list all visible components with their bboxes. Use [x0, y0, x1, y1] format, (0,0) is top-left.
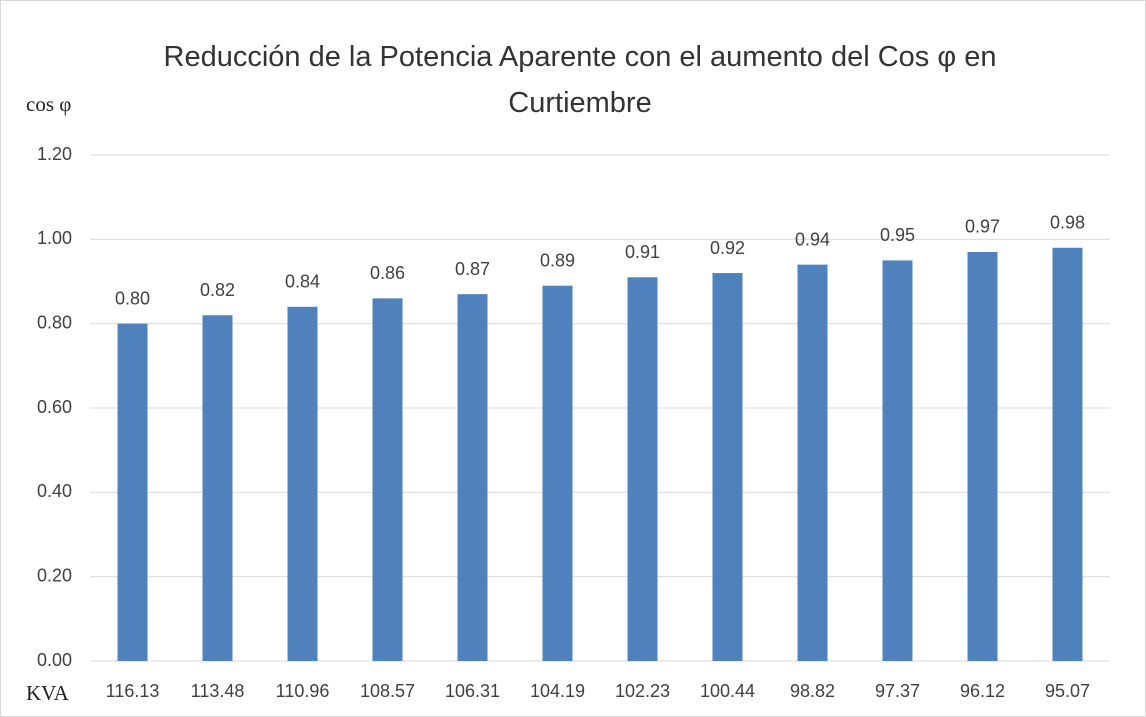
x-tick-label: 102.23	[615, 681, 670, 701]
bar	[627, 277, 658, 661]
x-tick-label: 95.07	[1045, 681, 1090, 701]
value-label: 0.84	[285, 272, 320, 292]
bar	[967, 251, 998, 661]
x-tick-label: 110.96	[276, 681, 330, 701]
bar	[117, 323, 148, 661]
x-tick-label: 100.44	[700, 681, 755, 701]
value-label: 0.94	[795, 229, 830, 249]
y-tick-label: 0.20	[37, 565, 72, 585]
bar	[1052, 247, 1083, 661]
y-tick-label: 0.60	[37, 397, 72, 417]
y-tick-label: 0.00	[37, 650, 72, 670]
value-label: 0.91	[625, 242, 660, 262]
x-tick-label: 108.57	[360, 681, 415, 701]
bar	[797, 264, 828, 661]
value-label: 0.98	[1050, 213, 1085, 233]
x-tick-label: 116.13	[106, 681, 160, 701]
bar	[372, 298, 403, 661]
y-tick-label: 1.00	[37, 228, 72, 248]
value-label: 0.87	[455, 259, 490, 279]
bar	[712, 273, 743, 661]
x-axis-label: KVA	[26, 681, 70, 705]
bar	[882, 260, 913, 661]
x-tick-label: 98.82	[790, 681, 835, 701]
y-tick-label: 1.20	[37, 144, 72, 164]
bar	[287, 306, 318, 661]
bar	[202, 315, 233, 661]
x-tick-label: 106.31	[445, 681, 500, 701]
x-tick-label: 97.37	[875, 681, 920, 701]
y-tick-label: 0.80	[37, 312, 72, 332]
y-axis-label: cos φ	[26, 92, 71, 116]
x-tick-label: 113.48	[191, 681, 245, 701]
bar	[457, 294, 488, 661]
x-tick-label: 104.19	[530, 681, 585, 701]
chart-title: Reducción de la Potencia Aparente con el…	[163, 41, 997, 119]
bar	[542, 285, 573, 661]
x-tick-label: 96.12	[960, 681, 1005, 701]
value-label: 0.92	[710, 238, 745, 258]
value-label: 0.97	[965, 217, 1000, 237]
value-label: 0.86	[370, 263, 405, 283]
value-label: 0.82	[200, 280, 235, 300]
value-label: 0.80	[115, 288, 150, 308]
value-label: 0.95	[880, 225, 915, 245]
y-tick-label: 0.40	[37, 481, 72, 501]
value-label: 0.89	[540, 250, 575, 270]
